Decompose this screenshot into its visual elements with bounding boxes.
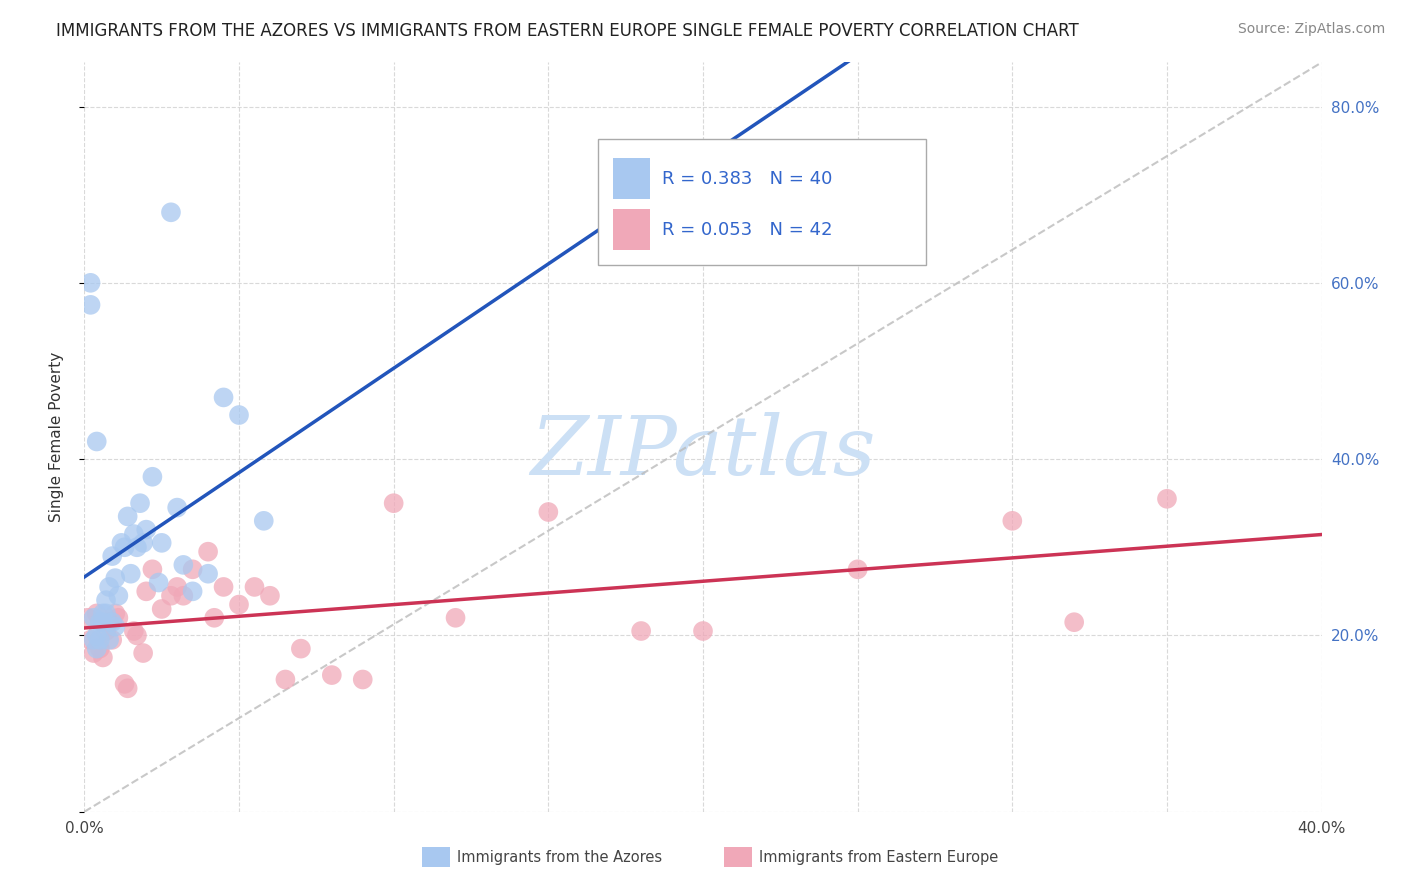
Point (202, 611, 225, 625)
Point (352, 673, 374, 687)
Point (89, 615, 111, 630)
Point (101, 632, 124, 647)
Point (150, 536, 173, 550)
Point (630, 624, 652, 638)
Point (91, 615, 114, 630)
Point (166, 500, 188, 515)
Point (197, 566, 219, 581)
Point (141, 469, 163, 483)
Point (160, 589, 183, 603)
Point (86, 628, 108, 642)
Point (166, 580, 188, 594)
Point (537, 505, 560, 519)
Point (692, 624, 714, 638)
Text: Immigrants from the Azores: Immigrants from the Azores (457, 850, 662, 864)
Point (107, 589, 129, 603)
Point (181, 584, 204, 599)
Point (141, 562, 163, 576)
Point (98, 580, 121, 594)
FancyBboxPatch shape (613, 209, 650, 250)
Y-axis label: Single Female Poverty: Single Female Poverty (49, 352, 63, 522)
Point (444, 611, 467, 625)
Point (91, 607, 114, 621)
Point (101, 615, 124, 630)
Point (120, 566, 142, 581)
Point (129, 496, 152, 510)
Point (104, 571, 127, 585)
Point (117, 681, 139, 696)
Text: Immigrants from Eastern Europe: Immigrants from Eastern Europe (759, 850, 998, 864)
Point (83, 646, 105, 660)
Point (79, 298, 101, 312)
Text: Source: ZipAtlas.com: Source: ZipAtlas.com (1237, 22, 1385, 37)
Point (110, 536, 132, 550)
Point (89, 632, 111, 647)
Point (86, 641, 108, 656)
Point (846, 562, 869, 576)
FancyBboxPatch shape (613, 158, 650, 199)
Point (1063, 615, 1085, 630)
Point (148, 575, 170, 590)
Text: R = 0.053   N = 42: R = 0.053 N = 42 (662, 220, 832, 238)
Point (1001, 514, 1024, 528)
Point (228, 598, 250, 612)
Point (114, 541, 136, 555)
Point (253, 514, 276, 528)
Point (83, 611, 105, 625)
Point (181, 562, 204, 576)
Point (104, 619, 127, 633)
Point (132, 646, 155, 660)
Point (290, 641, 312, 656)
Point (125, 628, 148, 642)
Point (122, 624, 145, 638)
Point (117, 509, 139, 524)
Point (125, 541, 148, 555)
Point (160, 205, 183, 219)
Point (114, 677, 136, 691)
Text: ZIPatlas: ZIPatlas (530, 412, 876, 492)
Point (172, 589, 194, 603)
Point (98, 615, 121, 630)
Point (1156, 491, 1178, 506)
Point (382, 496, 405, 510)
Point (212, 580, 235, 594)
Text: R = 0.383   N = 40: R = 0.383 N = 40 (662, 169, 832, 187)
Point (94, 593, 117, 607)
Point (259, 589, 281, 603)
Point (228, 408, 250, 422)
Point (83, 632, 105, 647)
Point (101, 549, 124, 563)
Point (79, 276, 101, 290)
Point (86, 434, 108, 449)
Point (243, 580, 266, 594)
Text: IMMIGRANTS FROM THE AZORES VS IMMIGRANTS FROM EASTERN EUROPE SINGLE FEMALE POVER: IMMIGRANTS FROM THE AZORES VS IMMIGRANTS… (56, 22, 1078, 40)
Point (135, 523, 157, 537)
Point (86, 607, 108, 621)
Point (321, 668, 343, 682)
Point (172, 558, 194, 572)
Point (107, 611, 129, 625)
Point (89, 641, 111, 656)
Point (94, 624, 117, 638)
Point (274, 673, 297, 687)
Point (98, 632, 121, 647)
Point (197, 544, 219, 558)
Point (104, 607, 127, 621)
Point (79, 632, 101, 647)
Point (135, 584, 157, 599)
Point (122, 527, 145, 541)
Point (150, 602, 173, 616)
FancyBboxPatch shape (598, 139, 925, 265)
Point (76, 611, 98, 625)
Point (94, 607, 117, 621)
Point (132, 536, 155, 550)
Point (91, 650, 114, 665)
Point (212, 391, 235, 405)
